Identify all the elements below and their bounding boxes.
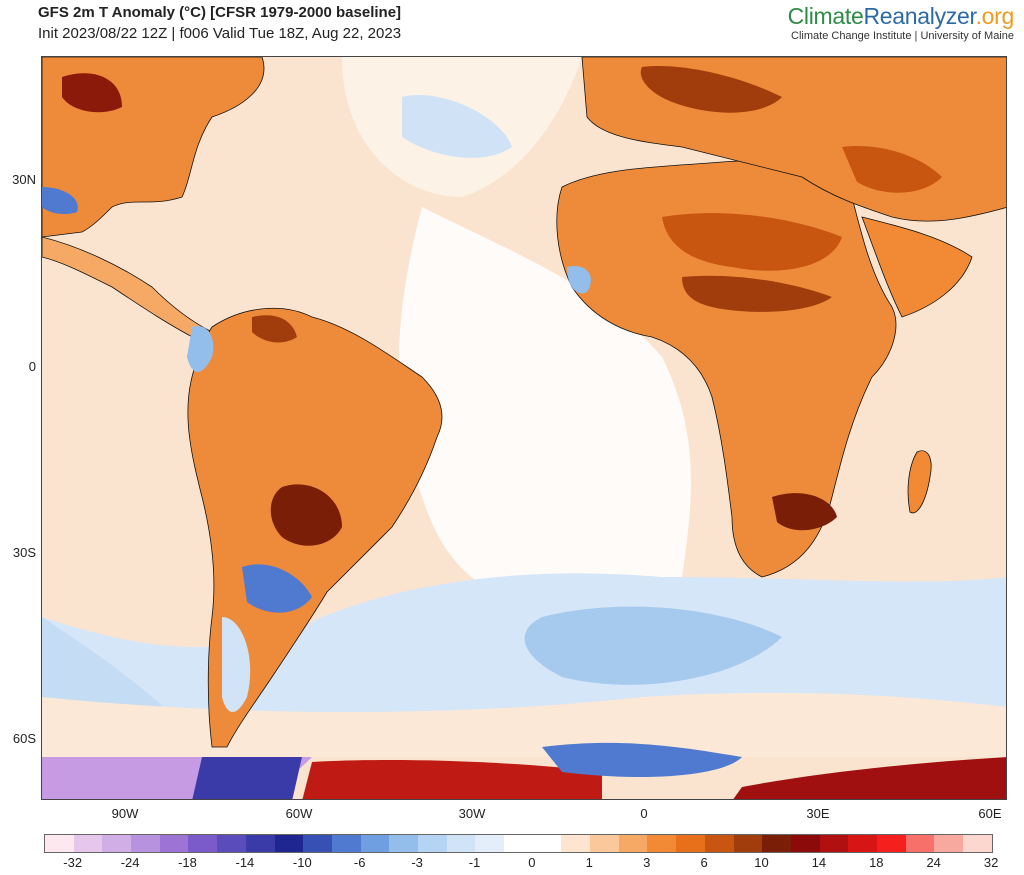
colorbar-swatch [963, 835, 992, 852]
colorbar-swatch [532, 835, 562, 852]
anomaly-map [41, 56, 1007, 800]
lon-label-90w: 90W [111, 806, 139, 821]
map-region-patagonia-cold [242, 564, 312, 613]
colorbar-swatch [905, 835, 935, 852]
lon-label-30w: 30W [458, 806, 486, 821]
colorbar-swatch [733, 835, 763, 852]
colorbar-label: -3 [411, 855, 423, 870]
map-svg [42, 57, 1006, 799]
colorbar-swatch [819, 835, 849, 852]
colorbar-label: -18 [178, 855, 197, 870]
colorbar-swatch [446, 835, 476, 852]
colorbar-label: 3 [643, 855, 651, 870]
colorbar-swatch [217, 835, 246, 852]
lon-label-60e: 60E [978, 806, 1002, 821]
map-region-antarctic-hot [302, 760, 602, 799]
map-region-north-atlantic-cold [402, 95, 512, 158]
map-region-antarctic-blue [192, 757, 302, 799]
colorbar-label: 32 [983, 855, 999, 870]
colorbar-label: -24 [120, 855, 140, 870]
map-region-antarctic-cold-2 [542, 742, 742, 777]
colorbar-swatch [360, 835, 390, 852]
colorbar-swatch [848, 835, 877, 852]
map-region-madagascar [907, 450, 932, 514]
colorbar-swatch [762, 835, 791, 852]
map-region-sa-hot-center [270, 484, 342, 546]
colorbar-label: 18 [869, 855, 884, 870]
lat-label-60s: 60S [12, 731, 36, 746]
lat-label-0: 0 [28, 359, 36, 374]
colorbar-label: 24 [926, 855, 941, 870]
colorbar-swatch [417, 835, 447, 852]
map-region-gulf-cold [42, 187, 78, 215]
colorbar-label: 6 [700, 855, 708, 870]
colorbar-swatch [131, 835, 160, 852]
map-region-us-hot [62, 73, 122, 113]
colorbar-label: 1 [585, 855, 593, 870]
brand-name: ClimateReanalyzer.org [787, 3, 1015, 29]
colorbar-swatch [676, 835, 705, 852]
colorbar-swatch [245, 835, 275, 852]
colorbar-swatch [504, 835, 533, 852]
colorbar-swatch [188, 835, 218, 852]
colorbar-swatch [934, 835, 963, 852]
map-region-sa-hot-north [252, 315, 297, 343]
colorbar-swatch [73, 835, 103, 852]
map-region-west-africa-cold [567, 266, 591, 294]
colorbar-swatch [876, 835, 906, 852]
colorbar-swatch [45, 835, 74, 852]
map-region-europe-hot [640, 66, 782, 113]
map-region-central-america [42, 236, 213, 343]
colorbar-swatch [704, 835, 734, 852]
map-region-middle-east-hot [842, 146, 942, 193]
colorbar-swatch [303, 835, 332, 852]
map-region-south-cold-core [524, 606, 782, 685]
map-region-arabia [861, 216, 973, 318]
map-region-southern-africa-hot [772, 493, 837, 531]
map-subtitle: Init 2023/08/22 12Z | f006 Valid Tue 18Z… [38, 25, 402, 42]
map-region-tropical-atlantic [398, 207, 691, 617]
colorbar-swatch [561, 835, 591, 852]
lon-label-0: 0 [640, 806, 648, 821]
map-region-sa-cold-west [187, 326, 214, 372]
lat-label-30s: 30S [12, 545, 36, 560]
colorbar-swatch [389, 835, 418, 852]
colorbar [44, 834, 993, 853]
colorbar-label: -32 [63, 855, 83, 870]
lat-label-30n: 30N [12, 172, 36, 187]
map-region-antarctic-hot-2 [733, 757, 1006, 799]
lon-label-60w: 60W [285, 806, 313, 821]
lon-label-30e: 30E [806, 806, 830, 821]
colorbar-swatch [618, 835, 648, 852]
map-region-patagonia-pale [222, 617, 251, 712]
map-region-southern-ocean [42, 692, 1006, 757]
colorbar-label: -14 [235, 855, 255, 870]
colorbar-swatch [647, 835, 677, 852]
map-region-sahel-hot [682, 275, 832, 312]
brand-subtitle: Climate Change Institute | University of… [791, 30, 1014, 42]
colorbar-swatch [159, 835, 189, 852]
colorbar-label: 0 [528, 855, 536, 870]
colorbar-swatch [590, 835, 619, 852]
colorbar-swatch [331, 835, 361, 852]
colorbar-label: 14 [811, 855, 827, 870]
brand-logo: ClimateReanalyzer.org Climate Change Ins… [787, 3, 1015, 42]
colorbar-swatch [274, 835, 304, 852]
map-region-sahara-hot [662, 213, 842, 271]
colorbar-label: -10 [292, 855, 312, 870]
map-title: GFS 2m T Anomaly (°C) [CFSR 1979-2000 ba… [38, 4, 402, 21]
colorbar-swatch [475, 835, 504, 852]
colorbar-label: -6 [353, 855, 366, 870]
colorbar-swatch [102, 835, 132, 852]
colorbar-swatch [790, 835, 820, 852]
colorbar-label: 10 [754, 855, 769, 870]
colorbar-label: -1 [468, 855, 481, 870]
